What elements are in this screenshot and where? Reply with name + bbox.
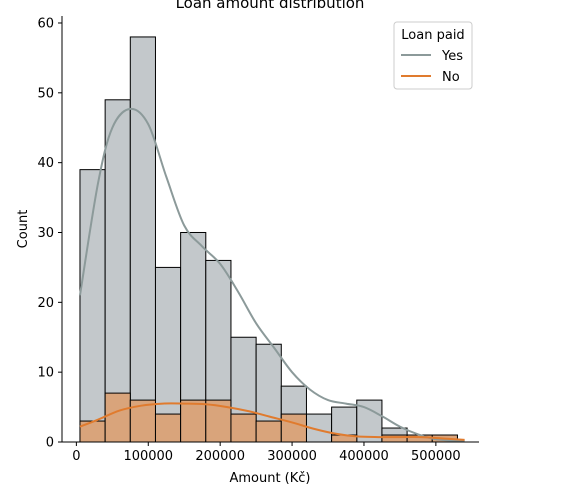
bars-no-group [79,392,458,443]
bar-no-7 [255,420,282,443]
legend-label-no: No [442,70,460,85]
legend-label-yes: Yes [441,49,463,64]
bar-no-6 [230,413,257,443]
kde-lines-group [78,107,465,443]
bar-no-12 [381,434,408,443]
y-axis-label: Count [16,210,31,249]
bar-no-8 [280,413,307,443]
axes-group [61,16,479,443]
x-tick-label-3: 300000 [267,449,317,464]
y-tick-label-0: 0 [46,436,54,451]
bar-yes-3 [154,266,182,443]
bar-yes-1 [104,99,131,443]
y-tick-label-5: 50 [37,86,54,101]
x-tick-label-4: 400000 [339,449,389,464]
y-tick-label-2: 20 [37,296,54,311]
x-tick-label-5: 500000 [411,449,461,464]
y-ticks-group: 0 10 20 30 40 50 60 [37,16,62,451]
y-tick-label-3: 30 [37,226,54,241]
x-axis-label: Amount (Kč) [229,471,310,486]
bar-no-1 [104,392,131,443]
kde-line-no [79,402,465,441]
y-tick-label-6: 60 [37,16,54,31]
bar-no-4 [180,399,207,443]
bar-no-3 [154,413,182,443]
legend-title: Loan paid [401,28,464,43]
legend: Loan paid Yes No [393,21,473,90]
x-ticks-group: 0 100000 200000 300000 400000 500000 [72,442,461,464]
x-tick-label-2: 200000 [195,449,245,464]
x-tick-label-1: 100000 [123,449,173,464]
bars-yes-group [79,36,458,443]
y-tick-label-1: 10 [37,366,54,381]
legend-box [393,21,473,90]
kde-line-yes [78,107,465,443]
bar-yes-2 [129,36,156,443]
x-tick-label-0: 0 [72,449,80,464]
y-tick-label-4: 40 [37,156,54,171]
chart-title: Loan amount distribution [176,0,365,12]
